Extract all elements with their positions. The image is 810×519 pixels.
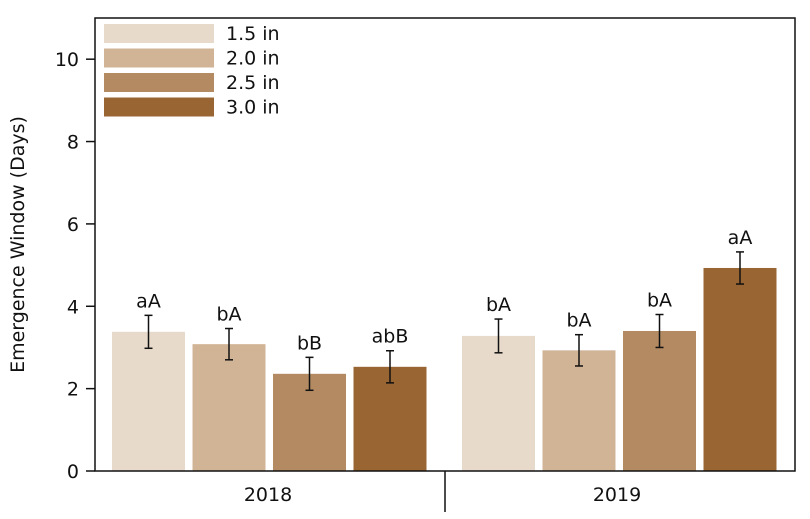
bar	[542, 350, 616, 471]
significance-label: bA	[566, 310, 591, 332]
legend-swatch	[104, 73, 214, 92]
legend-swatch	[104, 48, 214, 68]
bar	[353, 366, 427, 471]
x-group-label: 2019	[593, 484, 641, 506]
x-group-label: 2018	[244, 484, 292, 506]
legend: 1.5 in 2.0 in2.5 in 3.0 in	[104, 23, 280, 119]
legend-swatch	[104, 24, 214, 43]
legend-label: 2.5 in	[226, 72, 280, 94]
bar	[623, 330, 696, 471]
significance-label: abB	[372, 326, 409, 348]
legend-label: 3.0 in	[226, 97, 280, 119]
x-axis: 2018 2019	[244, 471, 641, 512]
y-tick-label: 0	[67, 461, 79, 483]
y-tick-label: 10	[55, 49, 79, 71]
y-axis-title: Emergence Window (Days)	[7, 116, 29, 373]
y-tick-label: 6	[67, 214, 79, 236]
legend-swatch	[104, 97, 214, 117]
legend-label: 1.5 in	[226, 23, 280, 45]
significance-label: aA	[136, 290, 161, 312]
bar	[192, 344, 266, 471]
bars: aA bA bB abB bA bA bA aA	[112, 227, 777, 471]
y-tick-label: 4	[67, 296, 79, 318]
significance-label: bA	[647, 290, 672, 312]
bar	[703, 267, 777, 471]
bar	[112, 331, 185, 471]
bar	[462, 335, 535, 471]
significance-label: bA	[486, 294, 511, 316]
y-tick-label: 8	[67, 132, 79, 154]
legend-label: 2.0 in	[226, 48, 280, 70]
y-tick-label: 2	[67, 379, 79, 401]
significance-label: aA	[728, 227, 753, 249]
significance-label: bA	[216, 304, 241, 326]
significance-label: bB	[297, 332, 322, 354]
plot-frame	[94, 17, 796, 472]
y-axis: 0 2 4 6 8 10 Emergence Window (Days)	[7, 49, 95, 483]
